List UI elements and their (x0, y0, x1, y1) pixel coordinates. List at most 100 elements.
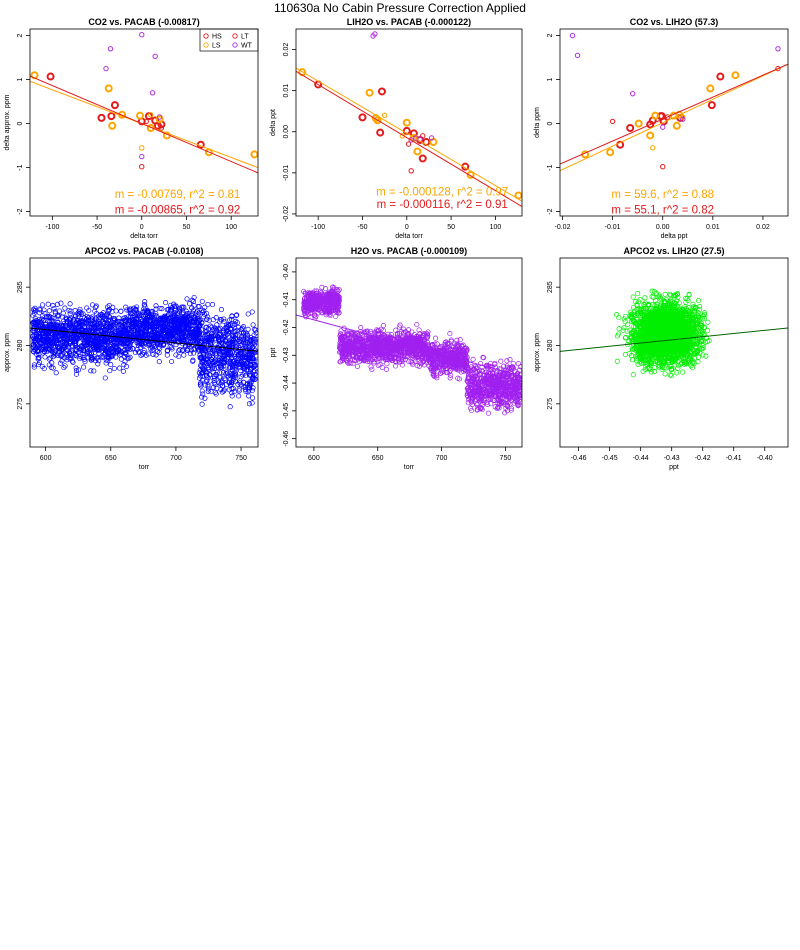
data-point (31, 338, 37, 344)
data-point (199, 388, 205, 394)
data-point (171, 319, 177, 325)
data-point (440, 358, 446, 364)
data-point (339, 355, 345, 361)
data-point (226, 387, 232, 393)
y-tick-label: -1 (547, 164, 554, 170)
data-point (195, 312, 201, 318)
data-point (202, 395, 208, 401)
data-point (161, 337, 167, 343)
data-point (352, 333, 358, 340)
data-point (239, 325, 245, 331)
data-point (433, 373, 439, 379)
data-point (235, 358, 241, 364)
data-point (404, 353, 411, 360)
data-point (201, 367, 207, 373)
data-point (243, 344, 249, 350)
data-point-ls (634, 119, 643, 128)
data-point (223, 352, 229, 358)
data-point (313, 288, 320, 294)
y-tick-label: -2 (17, 208, 24, 214)
data-point (176, 353, 182, 360)
data-point (38, 346, 44, 352)
legend-marker (203, 33, 209, 39)
data-point-lt (408, 168, 414, 174)
data-point (104, 349, 110, 355)
data-point (446, 369, 452, 375)
data-point (246, 393, 252, 399)
data-point (253, 337, 258, 343)
data-point (342, 345, 348, 351)
data-point (314, 294, 320, 300)
plot-area (30, 294, 258, 410)
data-point (84, 341, 90, 347)
data-point (410, 353, 416, 359)
data-point (425, 329, 431, 335)
data-point (122, 358, 128, 365)
data-point-ls (135, 111, 144, 120)
panel-4: APCO2 vs. PACAB (-0.0108)600 650 700 750275… (4, 246, 259, 471)
data-point-wt (372, 31, 378, 37)
data-point (153, 306, 159, 312)
data-point (212, 351, 218, 357)
data-point (119, 322, 125, 328)
data-point (166, 330, 172, 336)
data-point (205, 362, 211, 368)
data-point (246, 387, 252, 393)
data-point (122, 322, 128, 328)
data-point (85, 330, 91, 336)
data-point (105, 307, 111, 313)
legend-label: LT (241, 34, 249, 41)
data-point (446, 340, 452, 346)
data-point (143, 309, 150, 316)
plot-frame (29, 257, 259, 448)
data-point (420, 351, 426, 357)
panel-title: CO2 vs. PACAB (-0.00817) (88, 17, 199, 27)
data-point-hs (46, 72, 55, 81)
data-point (103, 360, 109, 366)
y-axis-label: delta ppt (270, 109, 277, 136)
data-point (154, 328, 160, 334)
data-point (118, 339, 124, 345)
data-point (184, 314, 190, 320)
data-point (244, 331, 250, 337)
data-point (66, 350, 73, 356)
x-tick-label: 50 (183, 224, 191, 231)
data-point (160, 342, 166, 348)
x-axis-label: delta torr (130, 233, 158, 240)
legend-marker (232, 42, 238, 48)
data-point-lsthin (139, 145, 145, 151)
data-point (105, 339, 111, 345)
data-point (248, 338, 254, 344)
data-point (150, 351, 156, 357)
data-point (94, 322, 100, 328)
data-point (61, 335, 67, 341)
data-point (501, 363, 507, 369)
data-point (128, 310, 134, 316)
data-point (68, 308, 74, 314)
data-point (30, 344, 37, 350)
data-point (105, 320, 111, 326)
data-point (253, 330, 258, 336)
data-point (196, 303, 202, 309)
data-point (151, 333, 157, 339)
data-point (196, 322, 202, 328)
data-point (46, 313, 53, 319)
y-axis-label: delta ppm (534, 107, 541, 138)
data-point (410, 350, 416, 356)
x-tick-label: 700 (170, 455, 182, 462)
y-tick-label: 0.01 (283, 84, 290, 98)
data-point (42, 354, 48, 360)
data-point (117, 365, 123, 371)
data-point (61, 365, 67, 371)
data-point (348, 360, 354, 366)
data-point-lt (420, 133, 426, 139)
data-point (210, 347, 216, 353)
data-point (212, 389, 218, 395)
data-point (385, 331, 391, 337)
data-point-lt (775, 65, 781, 72)
data-point (79, 319, 85, 325)
data-point (230, 333, 236, 339)
x-axis-label: delta torr (395, 233, 423, 240)
data-point (205, 301, 211, 308)
data-point (340, 334, 346, 340)
